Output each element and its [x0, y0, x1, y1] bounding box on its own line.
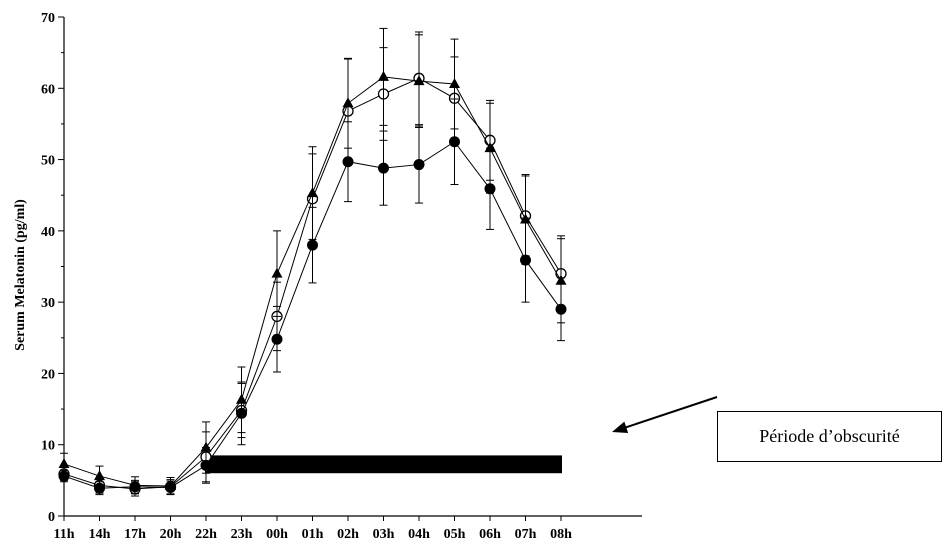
data-point [271, 333, 283, 345]
x-tick-label: 02h [337, 527, 359, 542]
x-tick-label: 06h [479, 527, 501, 542]
y-tick-label: 70 [41, 11, 55, 26]
y-tick-label: 10 [41, 439, 55, 454]
x-tick-label: 03h [373, 527, 395, 542]
x-tick-label: 08h [550, 527, 572, 542]
series-layer [58, 27, 567, 497]
data-point [200, 441, 212, 452]
data-point [165, 481, 176, 493]
data-point [307, 187, 318, 198]
data-point [58, 470, 70, 482]
x-tick-label: 00h [266, 527, 288, 542]
dark-period-bar [205, 455, 562, 474]
x-tick-label: 11h [53, 527, 74, 542]
data-point [307, 239, 318, 251]
data-point [200, 459, 212, 471]
data-point [484, 183, 496, 195]
y-tick-label: 20 [41, 367, 55, 382]
data-point [129, 481, 141, 493]
data-point [378, 70, 389, 81]
data-point [94, 482, 105, 494]
data-point [520, 254, 531, 266]
y-tick-label: 0 [48, 510, 55, 525]
arrow-shaft [620, 396, 718, 430]
x-tick-label: 20h [160, 527, 182, 542]
y-tick-label: 50 [41, 154, 55, 169]
annotation-box: Période d’obscurité [717, 411, 942, 462]
data-point [271, 267, 283, 278]
data-point [413, 75, 425, 86]
x-tick-label: 01h [302, 527, 324, 542]
data-point [484, 142, 496, 153]
x-tick-label: 05h [444, 527, 466, 542]
data-point [413, 159, 425, 171]
y-tick-label: 30 [41, 296, 55, 311]
data-point [449, 78, 460, 89]
y-tick-label: 40 [41, 225, 55, 240]
axes: 11h 14h 17h 20h 22h 23h 00h 01h 02h 03h 04h 05h 06h 0… [53, 17, 642, 542]
x-tick-label: 22h [195, 527, 217, 542]
y-axis-label: Serum Melatonin (pg/ml) [13, 199, 28, 351]
data-point [555, 303, 567, 315]
series-filled-circle [58, 98, 567, 496]
y-tick-label: 60 [41, 82, 55, 97]
x-tick-label: 04h [408, 527, 430, 542]
annotation-label: Période d’obscurité [759, 426, 900, 446]
x-tick-label: 14h [89, 527, 111, 542]
y-ticks: 0 10 20 30 40 50 60 70 [41, 11, 64, 525]
data-point [342, 97, 354, 108]
data-point [94, 470, 105, 481]
arrow-head [612, 421, 629, 433]
annotation-arrow [612, 396, 718, 433]
x-tick-label: 07h [515, 527, 537, 542]
data-point [342, 156, 354, 168]
data-point [236, 407, 247, 419]
data-point [378, 162, 389, 174]
x-tick-label: 23h [231, 527, 253, 542]
data-point [449, 136, 460, 148]
x-tick-label: 17h [124, 527, 146, 542]
dark-period-bar-group [205, 455, 562, 474]
data-point [58, 457, 70, 468]
